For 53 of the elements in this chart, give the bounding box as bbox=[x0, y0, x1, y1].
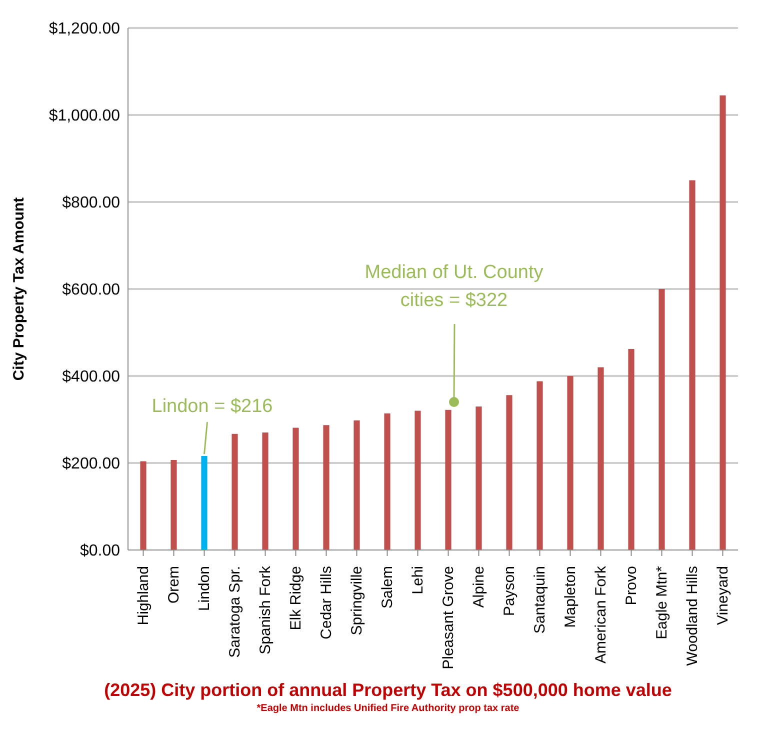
bar bbox=[201, 456, 208, 550]
x-tick-label: Orem bbox=[165, 566, 182, 604]
x-tick-label: Salem bbox=[378, 566, 396, 609]
annotation: Lindon = $216 bbox=[152, 396, 273, 418]
x-tick-label: Elk Ridge bbox=[287, 566, 304, 630]
annotation: Median of Ut. County cities = $322 bbox=[364, 262, 544, 311]
y-tick-label: $1,000.00 bbox=[48, 108, 120, 125]
bar bbox=[262, 432, 268, 550]
bar bbox=[628, 349, 634, 550]
y-tick-label: $400.00 bbox=[62, 368, 120, 386]
y-tick-label: $0.00 bbox=[80, 542, 120, 560]
bar bbox=[536, 381, 543, 550]
x-tick-label: Santaquin bbox=[531, 566, 548, 634]
bar bbox=[598, 367, 604, 550]
x-tick-label: Woodland Hills bbox=[684, 566, 701, 666]
x-tick-label: Saratoga Spr. bbox=[226, 566, 244, 658]
bar bbox=[506, 395, 512, 550]
text: *Eagle Mtn includes Unified Fire Authority prop tax rate bbox=[256, 703, 520, 714]
x-tick-label: Payson bbox=[500, 566, 518, 616]
bar bbox=[476, 406, 482, 550]
bar bbox=[689, 180, 696, 550]
bar bbox=[658, 289, 665, 550]
bar bbox=[384, 413, 390, 550]
y-tick-label: $800.00 bbox=[62, 194, 120, 212]
x-tick-label: Springville bbox=[348, 566, 366, 636]
x-tick-label: Highland bbox=[134, 566, 152, 626]
bar bbox=[323, 425, 330, 550]
text: (2025) City portion of annual Property Tax on $500,000 home value bbox=[103, 680, 673, 701]
x-tick-label: Lindon bbox=[196, 566, 213, 612]
bar bbox=[140, 461, 146, 550]
bar bbox=[232, 434, 238, 550]
bar bbox=[292, 428, 299, 550]
x-tick-label: Lehi bbox=[409, 566, 426, 594]
x-tick-label: Cedar Hills bbox=[318, 566, 335, 640]
x-tick-label: American Fork bbox=[592, 566, 610, 664]
x-tick-label: Spanish Fork bbox=[256, 566, 274, 654]
x-tick-label: Eagle Mtn* bbox=[653, 566, 670, 640]
x-tick-label: Mapleton bbox=[562, 566, 579, 628]
y-tick-label: $600.00 bbox=[62, 282, 120, 299]
bar bbox=[567, 376, 574, 550]
bar bbox=[170, 460, 177, 550]
x-tick-label: Pleasant Grove bbox=[440, 566, 457, 670]
y-tick-label: $200.00 bbox=[62, 456, 120, 473]
bar bbox=[445, 410, 452, 550]
bar bbox=[354, 420, 360, 550]
y-tick-label: $1,200.00 bbox=[48, 20, 120, 38]
x-tick-label: Vineyard bbox=[714, 566, 732, 625]
y-axis-title: City Property Tax Amount bbox=[10, 197, 28, 381]
bar bbox=[414, 410, 421, 550]
bar bbox=[720, 95, 726, 550]
x-tick-label: Provo bbox=[622, 566, 640, 606]
x-tick-label: Alpine bbox=[470, 566, 488, 608]
callout: Lindon = $216 bbox=[152, 396, 273, 454]
